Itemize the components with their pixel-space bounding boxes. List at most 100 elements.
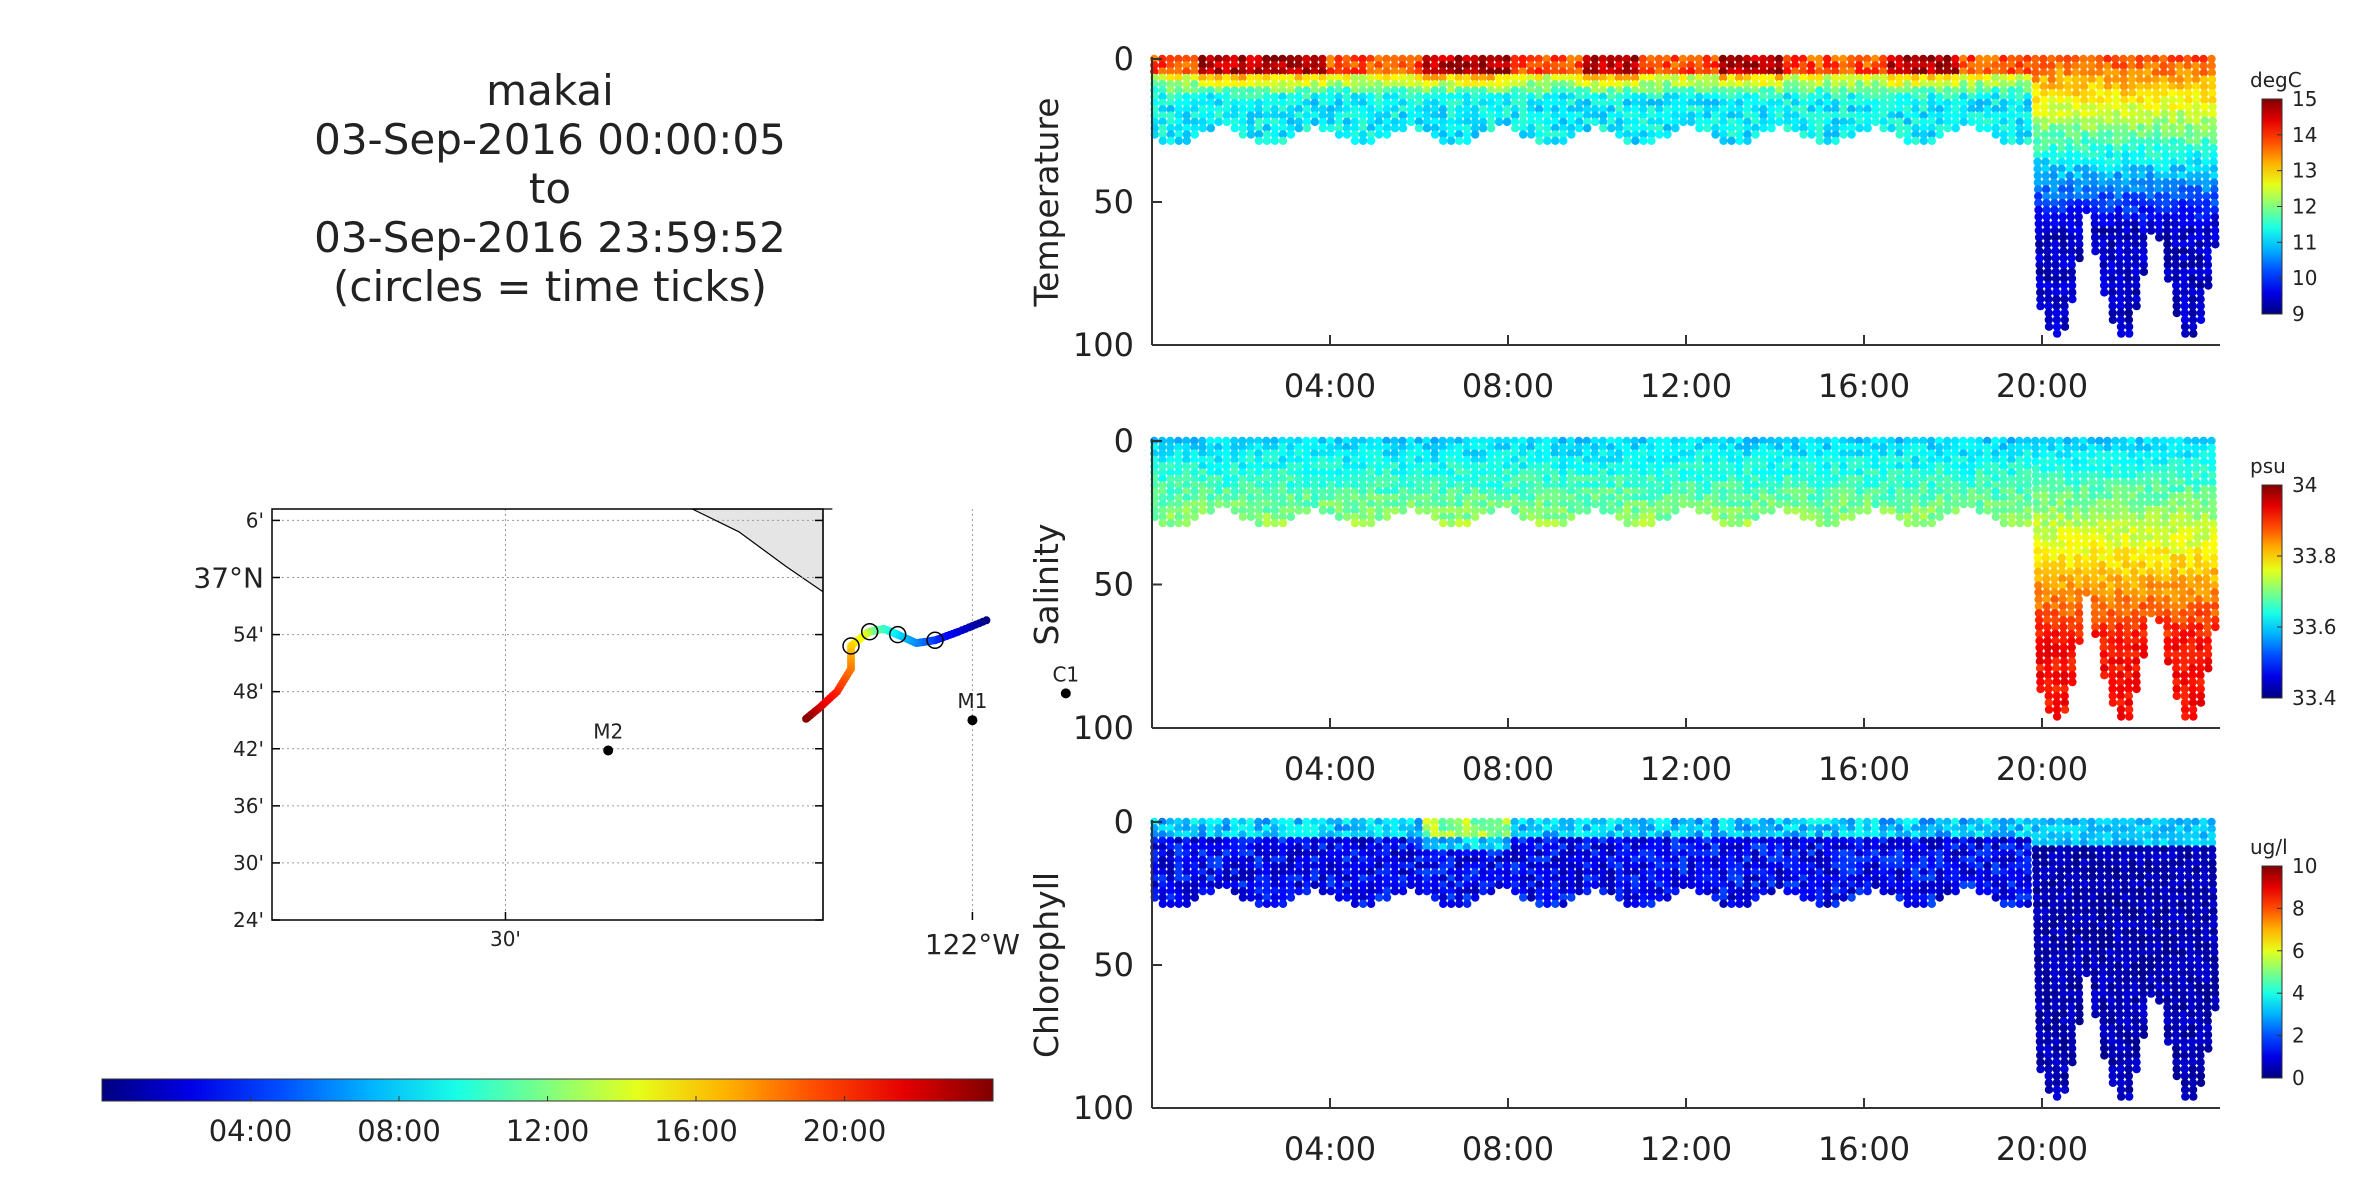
- data-point: [1318, 61, 1327, 70]
- data-point: [1831, 136, 1840, 145]
- data-point: [1390, 506, 1400, 515]
- data-point: [2023, 80, 2032, 89]
- data-point: [2175, 54, 2184, 64]
- data-point: [1254, 518, 1264, 528]
- data-point: [2051, 260, 2060, 270]
- data-point: [2066, 198, 2075, 208]
- data-point: [1919, 86, 1928, 95]
- data-point: [1631, 111, 1640, 120]
- data-point: [1446, 117, 1456, 127]
- data-point: [1855, 105, 1864, 114]
- data-point: [1895, 436, 1904, 446]
- data-point: [2188, 288, 2197, 297]
- data-point: [2177, 171, 2187, 180]
- data-point: [1695, 493, 1704, 502]
- data-point: [1735, 98, 1744, 108]
- data-point: [2178, 185, 2187, 194]
- data-point: [2051, 247, 2060, 256]
- data-point: [1663, 487, 1672, 496]
- data-point: [1278, 899, 1288, 908]
- data-point: [2138, 192, 2147, 201]
- data-point: [2007, 518, 2017, 528]
- data-point: [1655, 493, 1664, 502]
- data-point: [1831, 124, 1840, 133]
- data-point: [1654, 468, 1664, 477]
- data-point: [1943, 92, 1952, 102]
- data-point: [1847, 481, 1856, 490]
- data-point: [1622, 436, 1632, 446]
- data-point: [1198, 506, 1208, 515]
- data-point: [1798, 436, 1808, 446]
- data-point: [1583, 124, 1592, 133]
- data-point: [1879, 506, 1888, 515]
- data-point: [1366, 443, 1375, 452]
- data-point: [1526, 455, 1536, 465]
- data-point: [2041, 157, 2050, 167]
- data-point: [2200, 89, 2209, 98]
- x-tick-label: 08:00: [1462, 367, 1554, 405]
- data-point: [1518, 474, 1528, 484]
- data-point: [1863, 124, 1872, 133]
- data-point: [1158, 73, 1167, 83]
- data-point: [2170, 198, 2179, 208]
- data-point: [1310, 54, 1319, 64]
- data-point: [1887, 98, 1896, 108]
- data-point: [2051, 274, 2061, 283]
- data-point: [1566, 455, 1576, 465]
- data-point: [2127, 68, 2136, 77]
- data-point: [1278, 436, 1287, 446]
- data-point: [1326, 73, 1335, 83]
- data-point: [1454, 117, 1464, 127]
- data-point: [1294, 436, 1303, 446]
- data-point: [1238, 499, 1248, 509]
- data-point: [1390, 111, 1400, 120]
- data-point: [2096, 96, 2105, 105]
- data-point: [1366, 518, 1376, 528]
- data-point: [1886, 54, 1896, 64]
- data-point: [1590, 443, 1600, 452]
- data-point: [1278, 512, 1288, 521]
- data-point: [1975, 474, 1984, 484]
- data-point: [1711, 124, 1720, 133]
- data-point: [1270, 86, 1279, 95]
- data-point: [1166, 130, 1176, 139]
- data-point: [2146, 198, 2155, 208]
- data-point: [1735, 474, 1744, 484]
- data-point: [1342, 512, 1352, 521]
- data-point: [1663, 481, 1672, 490]
- data-point: [2095, 75, 2104, 84]
- data-point: [1615, 512, 1624, 521]
- data-point: [1647, 130, 1656, 139]
- data-point: [1911, 105, 1920, 114]
- data-point: [2047, 61, 2056, 71]
- data-point: [1558, 474, 1568, 484]
- data-point: [1558, 92, 1568, 102]
- data-point: [2187, 233, 2196, 242]
- data-point: [1879, 67, 1888, 76]
- data-point: [1774, 67, 1784, 76]
- data-point: [2153, 171, 2163, 180]
- data-point: [1270, 481, 1279, 490]
- data-point: [2073, 178, 2083, 187]
- data-point: [1727, 86, 1736, 95]
- data-point: [1294, 98, 1303, 108]
- data-point: [1638, 98, 1648, 108]
- data-point: [1822, 61, 1832, 70]
- data-point: [2088, 137, 2098, 146]
- data-point: [2097, 185, 2107, 194]
- data-point: [1486, 86, 1496, 95]
- data-point: [1839, 67, 1848, 76]
- data-point: [1839, 506, 1848, 515]
- data-point: [2152, 89, 2161, 98]
- data-point: [1823, 86, 1832, 95]
- data-point: [1302, 443, 1311, 452]
- data-point: [1406, 449, 1415, 458]
- data-point: [1903, 474, 1912, 484]
- data-point: [1783, 111, 1792, 120]
- data-point: [2066, 205, 2075, 215]
- data-point: [1270, 462, 1279, 471]
- data-point: [1446, 98, 1456, 108]
- data-point: [1759, 462, 1768, 471]
- data-point: [2123, 260, 2132, 270]
- data-point: [1198, 487, 1207, 496]
